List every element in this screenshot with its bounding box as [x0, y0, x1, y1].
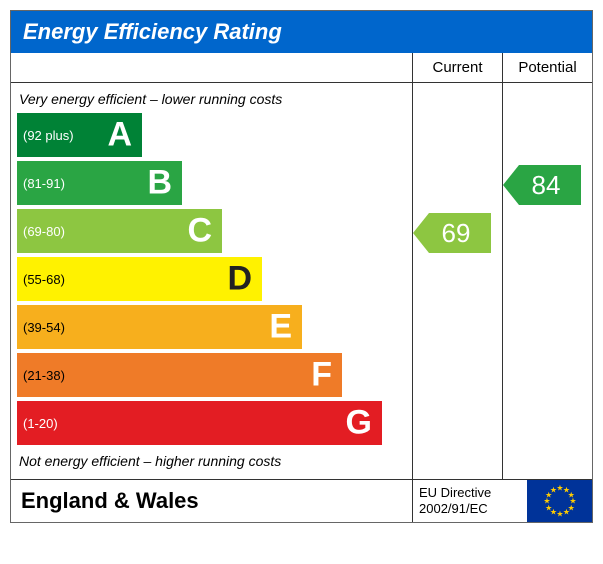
band-letter-c: C: [187, 212, 212, 251]
potential-rating-arrow: 84: [503, 165, 581, 205]
band-bar-d: (55-68) D: [17, 257, 262, 301]
bands-column: Very energy efficient – lower running co…: [11, 83, 412, 479]
note-bottom: Not energy efficient – higher running co…: [17, 449, 412, 475]
current-column: 69: [412, 83, 502, 479]
directive-block: EU Directive 2002/91/EC: [412, 480, 527, 522]
band-bar-b: (81-91) B: [17, 161, 182, 205]
band-letter-a: A: [107, 116, 132, 155]
band-row-b: (81-91) B: [17, 161, 412, 205]
directive-label: EU Directive: [419, 485, 521, 501]
band-range-f: (21-38): [17, 368, 65, 383]
band-letter-e: E: [269, 308, 292, 347]
header-current: Current: [412, 53, 502, 82]
band-row-c: (69-80) C: [17, 209, 412, 253]
flag-star: ★: [556, 484, 562, 493]
potential-column: 84: [502, 83, 592, 479]
main-grid: Very energy efficient – lower running co…: [11, 83, 592, 479]
band-letter-f: F: [311, 356, 332, 395]
header-potential: Potential: [502, 53, 592, 82]
band-range-e: (39-54): [17, 320, 65, 335]
header-row: Current Potential: [11, 53, 592, 83]
band-row-g: (1-20) G: [17, 401, 412, 445]
title-bar: Energy Efficiency Rating: [11, 11, 592, 53]
band-range-c: (69-80): [17, 224, 65, 239]
eu-flag: ★★★★★★★★★★★★: [527, 480, 592, 522]
bands-list: (92 plus) A (81-91) B (69-80) C (55-68) D (39-54…: [17, 113, 412, 445]
band-letter-g: G: [346, 404, 372, 443]
eu-flag-stars: ★★★★★★★★★★★★: [542, 483, 578, 519]
band-range-d: (55-68): [17, 272, 65, 287]
current-rating-arrow: 69: [413, 213, 491, 253]
band-bar-c: (69-80) C: [17, 209, 222, 253]
band-row-e: (39-54) E: [17, 305, 412, 349]
band-bar-e: (39-54) E: [17, 305, 302, 349]
band-letter-b: B: [147, 164, 172, 203]
band-bar-g: (1-20) G: [17, 401, 382, 445]
flag-star: ★: [556, 510, 562, 519]
potential-rating-value: 84: [532, 170, 561, 201]
epc-container: Energy Efficiency Rating Current Potenti…: [10, 10, 593, 523]
header-spacer: [11, 53, 412, 82]
flag-star: ★: [563, 508, 569, 517]
band-row-d: (55-68) D: [17, 257, 412, 301]
band-bar-a: (92 plus) A: [17, 113, 142, 157]
directive-code: 2002/91/EC: [419, 501, 521, 517]
band-bar-f: (21-38) F: [17, 353, 342, 397]
flag-star: ★: [550, 485, 556, 494]
band-range-b: (81-91): [17, 176, 65, 191]
current-rating-value: 69: [442, 218, 471, 249]
band-range-g: (1-20): [17, 416, 58, 431]
band-range-a: (92 plus): [17, 128, 74, 143]
region-label: England & Wales: [11, 480, 412, 522]
band-row-f: (21-38) F: [17, 353, 412, 397]
footer-row: England & Wales EU Directive 2002/91/EC …: [11, 479, 592, 522]
note-top: Very energy efficient – lower running co…: [17, 87, 412, 113]
band-row-a: (92 plus) A: [17, 113, 412, 157]
band-letter-d: D: [227, 260, 252, 299]
